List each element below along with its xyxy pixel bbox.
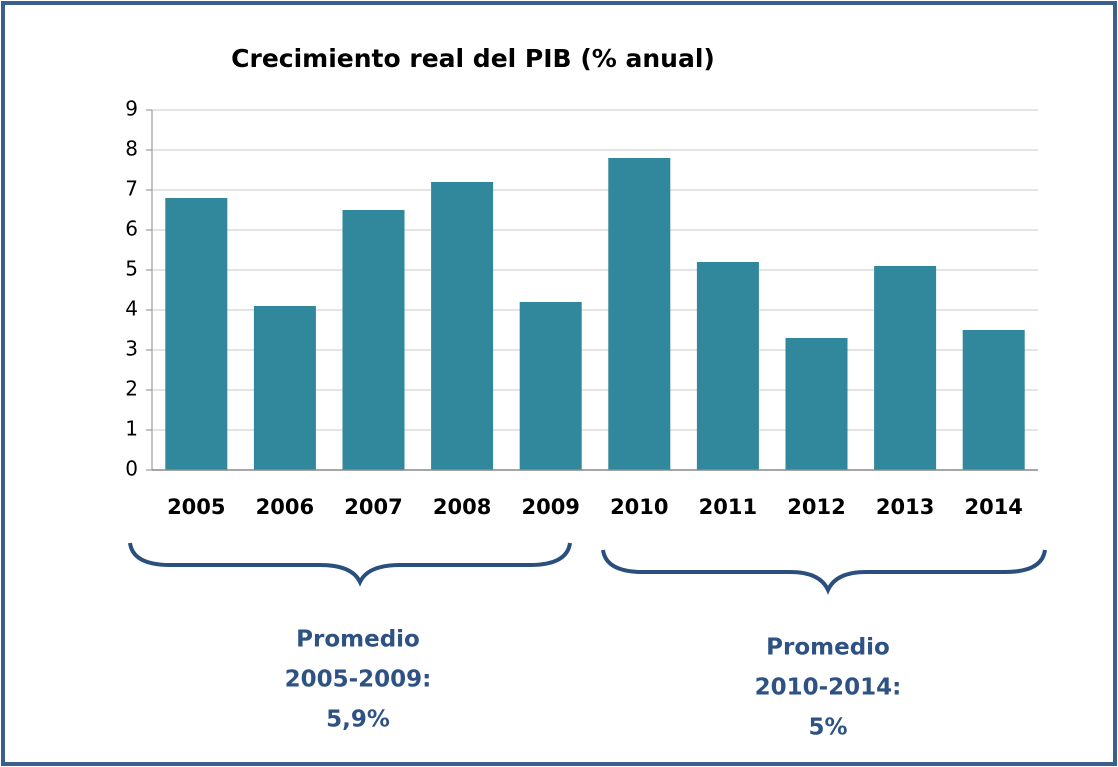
brace — [601, 549, 1047, 595]
bar — [874, 266, 937, 470]
annotation: Promedio — [296, 627, 420, 653]
annotation: 2005-2009: — [285, 667, 432, 693]
bar — [165, 198, 228, 470]
x-tick-label: 2012 — [787, 495, 845, 519]
bar — [696, 262, 759, 470]
bar — [253, 306, 316, 470]
x-tick-label: 2005 — [167, 495, 225, 519]
y-tick-label: 5 — [125, 257, 138, 281]
x-tick-label: 2006 — [256, 495, 314, 519]
annotation: 5,9% — [326, 707, 390, 733]
x-tick-label: 2009 — [521, 495, 579, 519]
x-tick-label: 2007 — [344, 495, 402, 519]
y-tick-label: 7 — [125, 177, 138, 201]
annotation: Promedio — [766, 635, 890, 661]
y-tick-label: 4 — [125, 297, 138, 321]
chart-title: Crecimiento real del PIB (% anual) — [231, 44, 715, 73]
y-tick-label: 9 — [125, 97, 138, 121]
y-tick-label: 8 — [125, 137, 138, 161]
x-tick-label: 2011 — [699, 495, 757, 519]
y-tick-label: 2 — [125, 377, 138, 401]
x-tick-label: 2013 — [876, 495, 934, 519]
bar — [962, 330, 1025, 470]
bar — [785, 338, 848, 470]
brace — [128, 542, 572, 587]
annotation: 2010-2014: — [755, 675, 902, 701]
bar — [519, 302, 582, 470]
bar — [608, 158, 671, 470]
y-tick-label: 6 — [125, 217, 138, 241]
bar — [342, 210, 405, 470]
x-tick-label: 2008 — [433, 495, 491, 519]
x-tick-label: 2014 — [964, 495, 1022, 519]
y-tick-label: 3 — [125, 337, 138, 361]
y-tick-label: 0 — [125, 457, 138, 481]
annotation: 5% — [808, 715, 847, 741]
y-tick-label: 1 — [125, 417, 138, 441]
x-tick-label: 2010 — [610, 495, 668, 519]
bar — [431, 182, 494, 470]
